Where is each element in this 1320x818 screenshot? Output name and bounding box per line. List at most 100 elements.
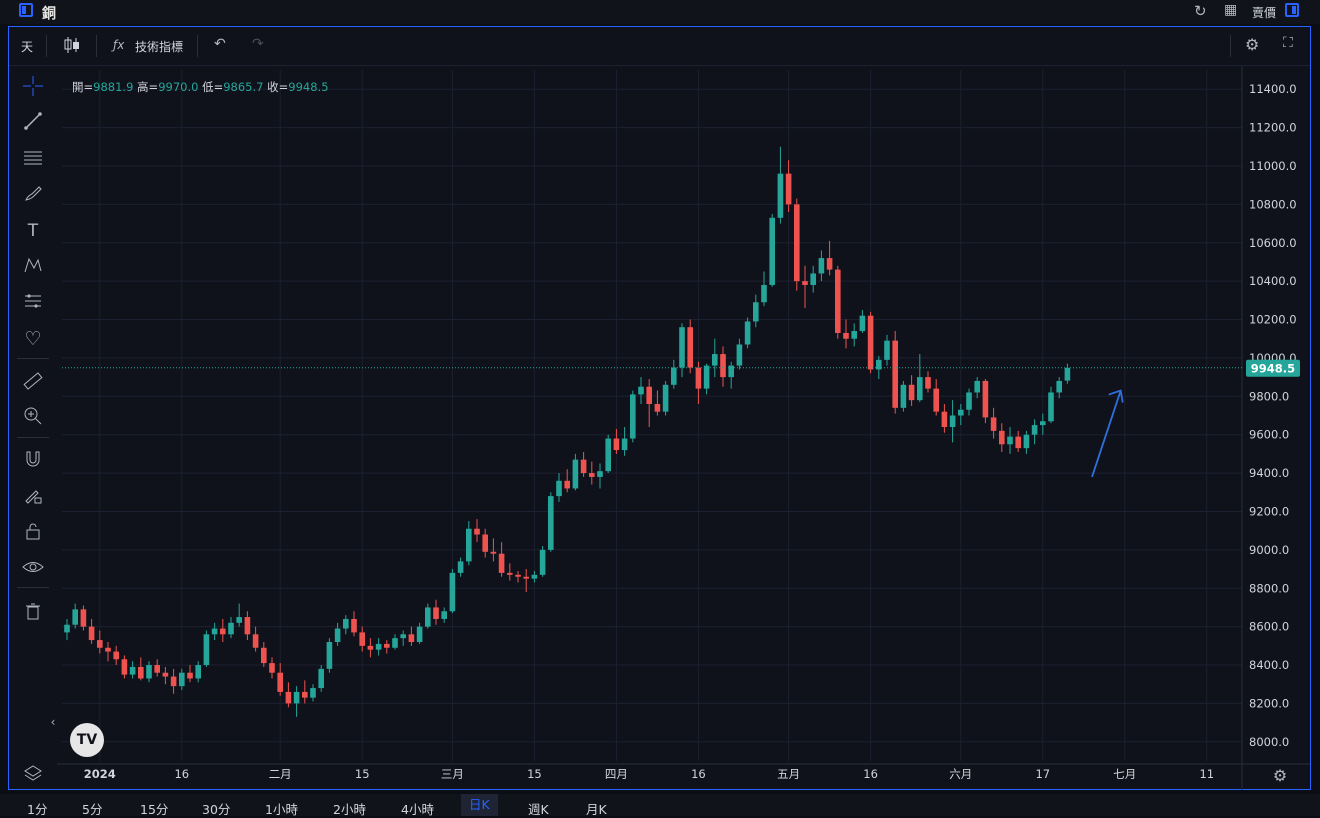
timeframe-15m[interactable]: 15分	[140, 802, 169, 817]
pattern-icon[interactable]	[21, 255, 45, 279]
candle-style-icon[interactable]	[63, 35, 81, 58]
chart-toolbar: 天 ƒx 技術指標 ↶ ↷ ⚙ ⛶	[9, 27, 1310, 66]
timeframe-2h[interactable]: 2小時	[333, 802, 366, 817]
candle	[966, 388, 972, 416]
magnet-icon[interactable]	[21, 449, 45, 473]
timeframe-1m[interactable]: 1分	[27, 802, 48, 817]
refresh-icon[interactable]: ↻	[1194, 2, 1207, 20]
candle-body	[310, 688, 316, 698]
trendline-icon[interactable]	[21, 111, 45, 135]
trash-icon[interactable]	[21, 601, 45, 625]
candle-body	[933, 388, 939, 412]
left-panel-toggle-icon[interactable]	[19, 3, 33, 17]
candle	[818, 250, 825, 282]
redo-icon[interactable]: ↷	[252, 36, 264, 52]
eye-icon[interactable]	[21, 557, 45, 581]
candle-body	[835, 269, 841, 333]
candle	[949, 400, 956, 443]
y-tick-label: 11200.0	[1249, 121, 1297, 135]
candle	[621, 427, 628, 456]
candle-body	[597, 471, 603, 477]
fullscreen-icon[interactable]: ⛶	[1283, 35, 1293, 51]
candle	[884, 334, 890, 366]
crosshair-icon[interactable]	[21, 76, 45, 100]
timeframe-30m[interactable]: 30分	[202, 802, 231, 817]
candle-body	[1015, 436, 1021, 449]
candle	[826, 240, 833, 276]
timeframe-5m[interactable]: 5分	[82, 802, 103, 817]
candle	[1040, 413, 1046, 435]
interval-button[interactable]: 天	[21, 40, 34, 54]
candle-body	[490, 551, 497, 554]
candle-body	[744, 321, 751, 345]
brush-icon[interactable]	[21, 183, 45, 207]
collapse-toolbar-icon[interactable]: ‹	[50, 715, 56, 729]
timeframe-1h[interactable]: 1小時	[265, 802, 298, 817]
candle-body	[72, 609, 78, 625]
drawing-toolbar: T ♡ ‹	[9, 66, 57, 788]
forecast-icon[interactable]	[21, 291, 45, 315]
candle-body	[736, 344, 743, 366]
lock-icon[interactable]	[21, 521, 45, 545]
tradingview-logo-icon[interactable]: TV	[70, 723, 104, 757]
candle-body	[97, 640, 103, 648]
candle	[441, 607, 447, 623]
candle	[556, 473, 562, 502]
candle	[408, 626, 415, 646]
candle-body	[917, 377, 923, 401]
timeframe-1w[interactable]: 週K	[528, 802, 549, 817]
candle	[252, 626, 259, 652]
right-panel-toggle-icon[interactable]	[1285, 3, 1299, 17]
candle	[736, 338, 743, 370]
price-chart[interactable]: 8000.0 8200.0 8400.0 8600.0 8800.0 9000.0 9200…	[57, 66, 1310, 790]
x-tick-label: 六月	[949, 767, 972, 781]
candle	[597, 463, 603, 489]
price-mode-label[interactable]: 賣價	[1252, 6, 1277, 20]
object-tree-icon[interactable]	[21, 763, 45, 787]
candle	[999, 423, 1005, 452]
candle	[662, 380, 669, 416]
low-label: 低=	[202, 80, 224, 94]
timeframe-1d[interactable]: 日K	[461, 794, 498, 816]
candle-body	[359, 632, 365, 646]
candle	[1007, 427, 1013, 454]
candle-body	[1040, 421, 1046, 426]
text-icon[interactable]: T	[27, 221, 39, 241]
candle-body	[630, 394, 636, 439]
candle	[925, 371, 931, 393]
zoom-icon[interactable]	[21, 406, 45, 430]
heart-icon[interactable]: ♡	[24, 328, 42, 350]
candle-body	[384, 643, 390, 648]
candle-body	[990, 417, 997, 431]
candle-body	[293, 691, 300, 704]
candle	[121, 655, 128, 679]
candle-body	[113, 651, 119, 660]
layout-grid-icon[interactable]: ▦	[1224, 2, 1238, 18]
candle-body	[720, 354, 726, 378]
settings-gear-icon[interactable]: ⚙	[1245, 35, 1260, 54]
candle-body	[949, 415, 956, 428]
candle-body	[687, 327, 693, 368]
candle-body	[228, 622, 234, 635]
candle	[425, 603, 431, 629]
indicators-button[interactable]: 技術指標	[135, 40, 184, 54]
candle-body	[654, 403, 661, 412]
candle	[457, 557, 464, 577]
timeframe-1mo[interactable]: 月K	[586, 802, 607, 817]
ruler-icon[interactable]	[21, 371, 45, 395]
fib-icon[interactable]	[21, 147, 45, 171]
timeframe-4h[interactable]: 4小時	[401, 802, 434, 817]
y-tick-label: 9800.0	[1249, 389, 1289, 403]
lock-draw-icon[interactable]	[21, 485, 45, 509]
candle	[851, 323, 857, 347]
x-tick-label: 17	[1035, 767, 1050, 781]
candle	[88, 618, 95, 644]
candle	[810, 265, 816, 293]
candle	[138, 657, 144, 681]
y-tick-label: 9000.0	[1249, 543, 1289, 557]
candle-body	[695, 367, 702, 389]
candle-body	[170, 676, 177, 687]
last-price-tag	[1246, 359, 1300, 377]
indicators-fx-icon[interactable]: ƒx	[113, 38, 125, 52]
undo-icon[interactable]: ↶	[214, 36, 226, 52]
